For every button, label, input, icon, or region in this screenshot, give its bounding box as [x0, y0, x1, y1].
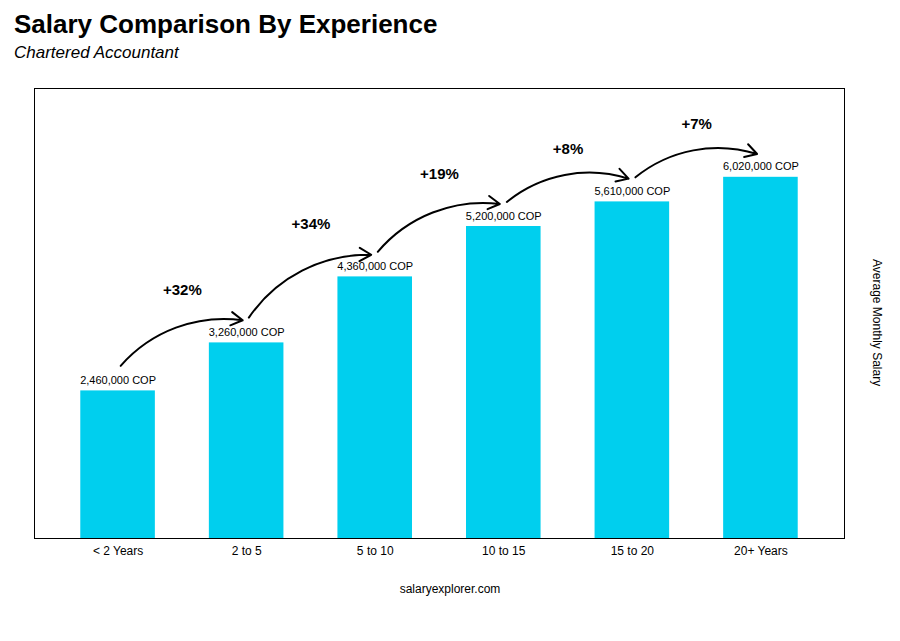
svg-text:6,020,000 COP: 6,020,000 COP — [723, 160, 799, 172]
svg-text:+19%: +19% — [420, 165, 459, 182]
html-text:Salary Comparison By Experienc: Salary Comparison By Experience — [14, 9, 438, 39]
html-text:Chartered Accountant: Chartered Accountant — [14, 43, 179, 62]
svg-text:4,360,000 COP: 4,360,000 COP — [337, 260, 413, 272]
svg-text:5,200,000 COP: 5,200,000 COP — [466, 210, 542, 222]
svg-text:+32%: +32% — [163, 281, 202, 298]
svg-text:15 to 20: 15 to 20 — [611, 544, 655, 558]
svg-text:+8%: +8% — [553, 140, 583, 157]
svg-text:5,610,000 COP: 5,610,000 COP — [594, 185, 670, 197]
svg-text:+34%: +34% — [292, 215, 331, 232]
svg-text:20+ Years: 20+ Years — [734, 544, 788, 558]
svg-text:+7%: +7% — [681, 115, 711, 132]
svg-text:3,260,000 COP: 3,260,000 COP — [209, 326, 285, 338]
svg-text:2,460,000 COP: 2,460,000 COP — [80, 374, 156, 386]
html-text:Average Monthly Salary: Average Monthly Salary — [870, 259, 884, 387]
svg-text:< 2 Years: < 2 Years — [93, 544, 143, 558]
html-text:salaryexplorer.com: salaryexplorer.com — [399, 582, 501, 596]
svg-text:5 to 10: 5 to 10 — [357, 544, 394, 558]
svg-text:10 to 15: 10 to 15 — [482, 544, 526, 558]
svg-text:2 to 5: 2 to 5 — [232, 544, 262, 558]
